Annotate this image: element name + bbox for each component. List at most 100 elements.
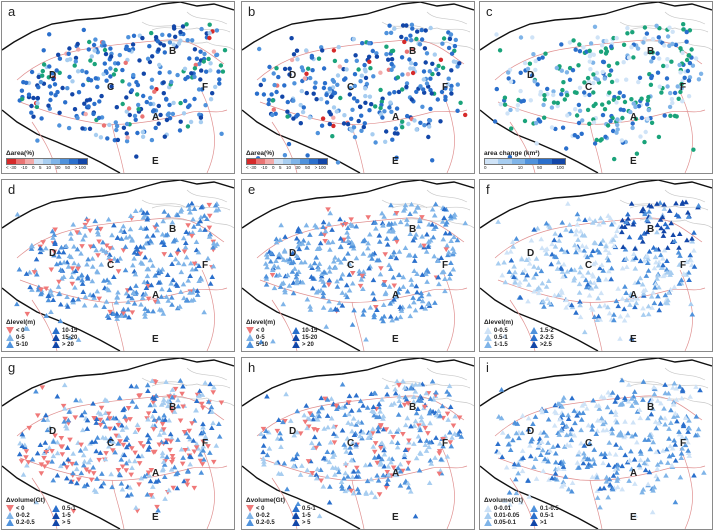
lake-dot [287,72,292,77]
lake-triangle-up [188,297,195,303]
lake-triangle-up [122,244,129,249]
lake-triangle-down [218,400,225,406]
triangle-up-icon [530,341,538,348]
lake-dot [126,106,132,111]
lake-dot [327,121,332,127]
lake-triangle-up [45,297,52,303]
legend-item: > 5 [52,519,94,526]
lake-triangle-up [693,413,700,419]
lake-triangle-up [590,397,597,403]
lake-triangle-up [631,456,638,462]
lake-triangle-down [191,261,198,267]
lake-triangle-up [650,289,656,295]
lake-triangle-up [125,306,131,312]
lake-dot [413,61,418,67]
legend-item-label: < 0 [16,327,25,334]
lake-triangle-up [632,304,638,310]
lake-triangle-up [594,488,601,493]
lake-dot [57,123,62,128]
lake-triangle-up [591,314,598,320]
lake-dot [72,107,78,112]
lake-triangle-down [405,447,412,453]
lake-triangle-up [161,242,167,248]
lake-dot [41,62,47,67]
lake-triangle-up [573,231,579,237]
lake-dot [207,35,212,41]
lake-triangle-up [129,398,136,404]
lake-triangle-up [341,255,348,261]
lake-triangle-up [619,296,626,301]
lake-triangle-up [273,239,280,245]
lake-triangle-up [519,256,525,262]
lake-dot [114,127,119,133]
lake-dot [40,73,45,78]
lake-triangle-up [645,311,652,317]
lake-triangle-up [90,464,96,470]
lake-triangle-up [380,302,387,307]
lake-triangle-up [572,420,578,426]
lake-triangle-up [207,281,214,286]
lake-triangle-up [144,382,151,388]
lake-dot [124,95,129,100]
legend-item-label: 1-1.5 [494,341,508,348]
lake-dot [57,56,63,61]
region-label-c: C [585,438,593,449]
lake-triangle-up [624,312,631,318]
lake-triangle-up [42,439,49,445]
lake-triangle-up [397,468,404,474]
lake-triangle-up [175,247,182,253]
lake-dot [601,59,607,65]
lake-dot [88,78,94,83]
lake-dot [295,57,300,62]
lake-triangle-up [556,237,562,243]
lake-triangle-up [442,288,448,294]
lake-triangle-up [264,393,270,399]
lake-triangle-down [96,457,102,463]
lake-dot [586,79,592,85]
lake-triangle-up [547,447,553,453]
legend-item: 0-0.01 [484,505,526,512]
lake-triangle-up [640,288,647,293]
lake-triangle-up [150,308,156,314]
lake-triangle-up [120,223,127,229]
lake-triangle-up [113,299,120,305]
lake-dot [363,75,369,81]
lake-dot [532,79,537,84]
lake-triangle-up [339,271,346,277]
lake-dot [162,50,167,55]
lake-dot [192,96,197,102]
national-boundary-north [480,2,712,51]
lake-triangle-up [275,417,282,423]
lake-triangle-up [411,258,418,263]
lake-triangle-up [27,284,33,290]
lake-triangle-up [619,463,625,469]
lake-dot [300,109,306,115]
lake-dot [40,68,45,74]
lake-dot [394,155,399,160]
lake-triangle-up [446,275,453,281]
lake-triangle-up [605,304,611,310]
lake-triangle-up [462,220,469,226]
lake-triangle-up [38,289,45,295]
lake-triangle-up [43,245,49,251]
lake-triangle-up [144,216,151,222]
lake-dot [588,41,594,46]
lake-triangle-up [264,264,270,270]
lake-triangle-up [688,262,695,268]
lake-dot [636,79,641,85]
lake-triangle-down [172,386,179,392]
lake-dot [70,92,75,97]
lake-triangle-up [415,433,422,439]
lake-triangle-down [145,470,152,476]
map-canvas [480,358,712,529]
lake-triangle-up [342,460,349,466]
region-label-d: D [527,426,535,437]
lake-triangle-up [33,499,40,505]
legend-item-label: 0-0.2 [16,512,30,519]
lake-triangle-up [207,231,213,237]
lake-dot [187,56,192,61]
lake-dot [614,130,619,135]
lake-triangle-up [294,451,301,457]
lake-triangle-up [689,311,696,317]
lake-dot [494,86,499,92]
